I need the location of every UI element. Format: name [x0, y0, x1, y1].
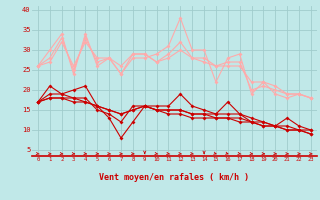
X-axis label: Vent moyen/en rafales ( km/h ): Vent moyen/en rafales ( km/h ): [100, 174, 249, 182]
